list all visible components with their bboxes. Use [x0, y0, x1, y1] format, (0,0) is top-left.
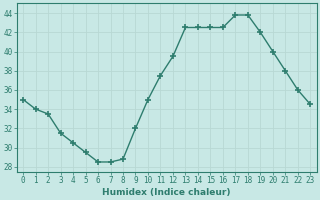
- X-axis label: Humidex (Indice chaleur): Humidex (Indice chaleur): [102, 188, 231, 197]
